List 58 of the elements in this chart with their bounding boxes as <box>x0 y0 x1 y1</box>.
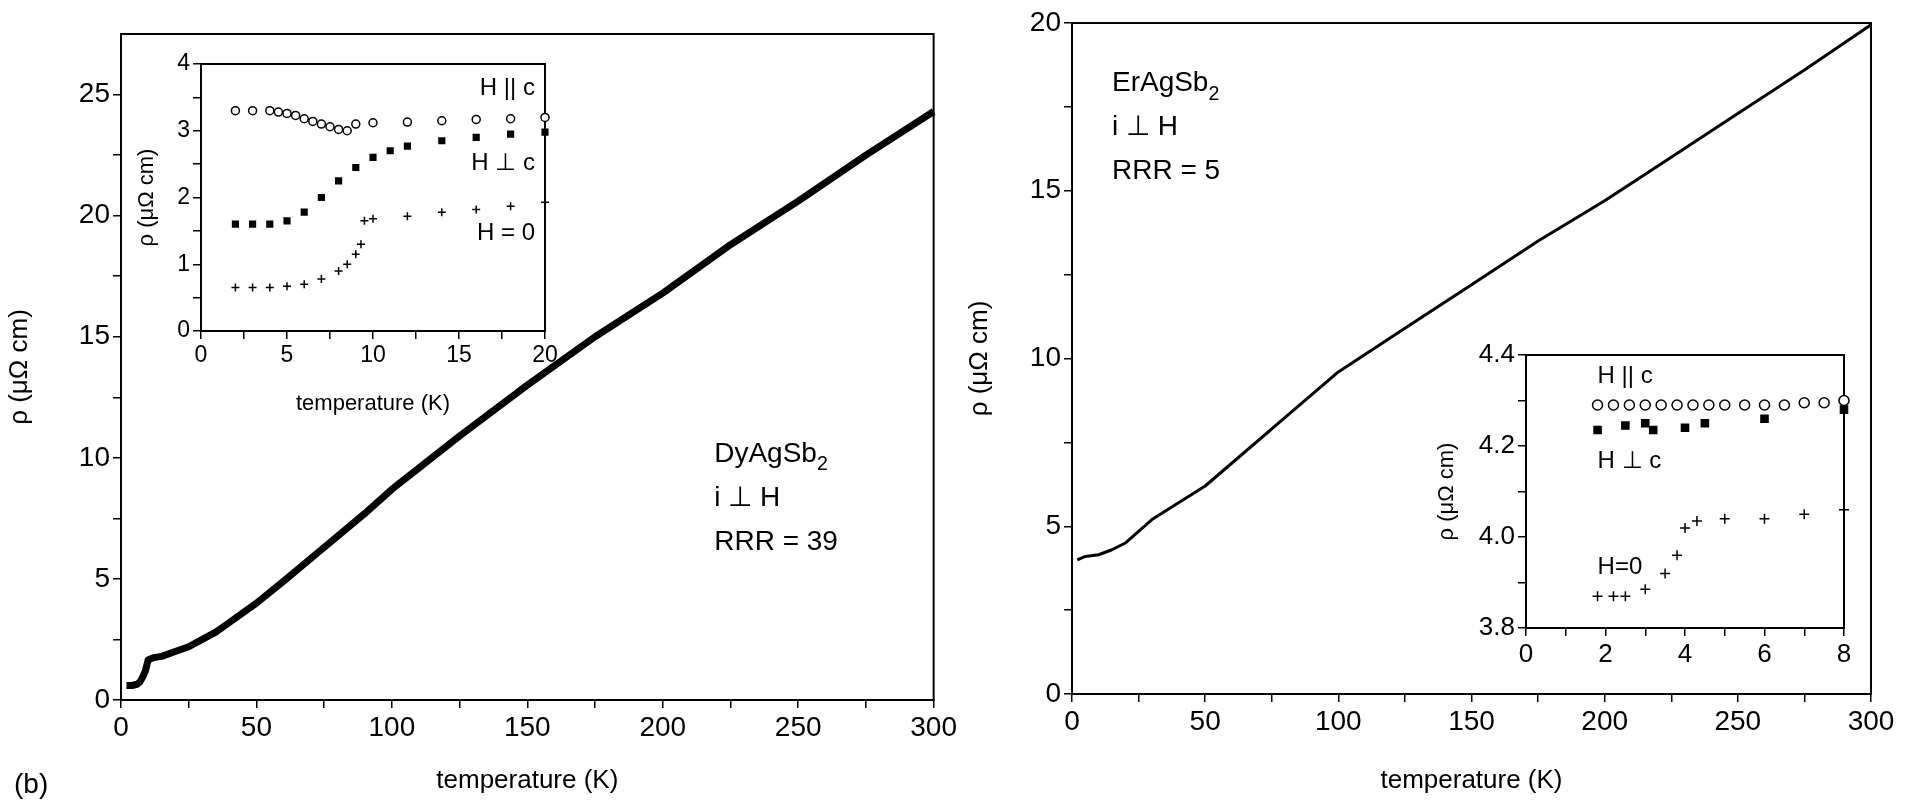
x-tick-label: 5 <box>280 341 294 368</box>
x-tick-label: 100 <box>368 710 416 742</box>
x-tick-label: 200 <box>1581 704 1629 736</box>
y-axis-title: ρ (μΩ cm) <box>2 309 33 425</box>
y-tick-label: 1 <box>177 249 190 276</box>
y-tick-label: 0 <box>1045 676 1061 708</box>
x-axis-title: temperature (K) <box>295 389 451 415</box>
y-tick-label: 5 <box>1045 508 1061 540</box>
x-tick-label: 100 <box>1314 704 1362 736</box>
annotation: RRR = 39 <box>714 524 838 556</box>
y-tick-label: 4.4 <box>1478 338 1515 369</box>
x-tick-label: 200 <box>639 710 687 742</box>
x-axis-title: temperature (K) <box>1380 763 1563 794</box>
x-tick-label: 150 <box>503 710 551 742</box>
y-tick-label: 3 <box>177 116 190 143</box>
y-tick-label: 5 <box>94 561 110 593</box>
series-label: H = 0 <box>476 218 535 246</box>
x-tick-label: 0 <box>194 341 208 368</box>
y-tick-label: 0 <box>177 316 190 343</box>
x-tick-label: 50 <box>1189 704 1221 736</box>
y-axis-title: ρ (μΩ cm) <box>133 148 159 247</box>
x-axis-title: temperature (K) <box>436 763 619 794</box>
series-label: H=0 <box>1597 552 1643 580</box>
y-tick-label: 20 <box>78 198 110 230</box>
y-tick-label: 4.2 <box>1478 429 1515 460</box>
annotation: i ⊥ H <box>1111 110 1178 142</box>
y-tick-label: 20 <box>1029 5 1061 37</box>
y-axis-title: ρ (μΩ cm) <box>1433 442 1459 541</box>
x-tick-label: 8 <box>1836 637 1852 668</box>
x-tick-label: 300 <box>910 710 957 742</box>
x-tick-label: 20 <box>532 341 558 368</box>
y-tick-label: 2 <box>177 182 190 209</box>
x-tick-label: 4 <box>1677 637 1693 668</box>
series-label: H || c <box>1597 361 1653 389</box>
x-tick-label: 150 <box>1448 704 1495 736</box>
x-tick-label: 2 <box>1598 637 1613 668</box>
series-label: H ⊥ c <box>1597 446 1662 474</box>
x-tick-label: 300 <box>1847 704 1895 736</box>
y-tick-label: 10 <box>78 440 110 472</box>
y-tick-label: 4 <box>177 49 191 76</box>
y-tick-label: 25 <box>78 77 110 109</box>
series-label: H ⊥ c <box>471 148 535 176</box>
annotation: RRR = 5 <box>1111 154 1221 186</box>
y-tick-label: 0 <box>94 682 110 714</box>
y-tick-label: 3.8 <box>1478 611 1515 642</box>
x-tick-label: 10 <box>360 341 386 368</box>
annotation: i ⊥ H <box>714 480 781 512</box>
x-tick-label: 15 <box>446 341 472 368</box>
y-tick-label: 15 <box>1029 173 1061 205</box>
x-tick-label: 50 <box>240 710 273 742</box>
text: (b) <box>14 768 49 799</box>
x-tick-label: 250 <box>1714 704 1762 736</box>
x-tick-label: 250 <box>774 710 822 742</box>
series-label: H || c <box>479 73 535 101</box>
x-tick-label: 0 <box>1518 637 1534 668</box>
x-tick-label: 6 <box>1757 637 1772 668</box>
y-axis-title: ρ (μΩ cm) <box>962 300 993 417</box>
y-tick-label: 4.0 <box>1478 520 1515 551</box>
